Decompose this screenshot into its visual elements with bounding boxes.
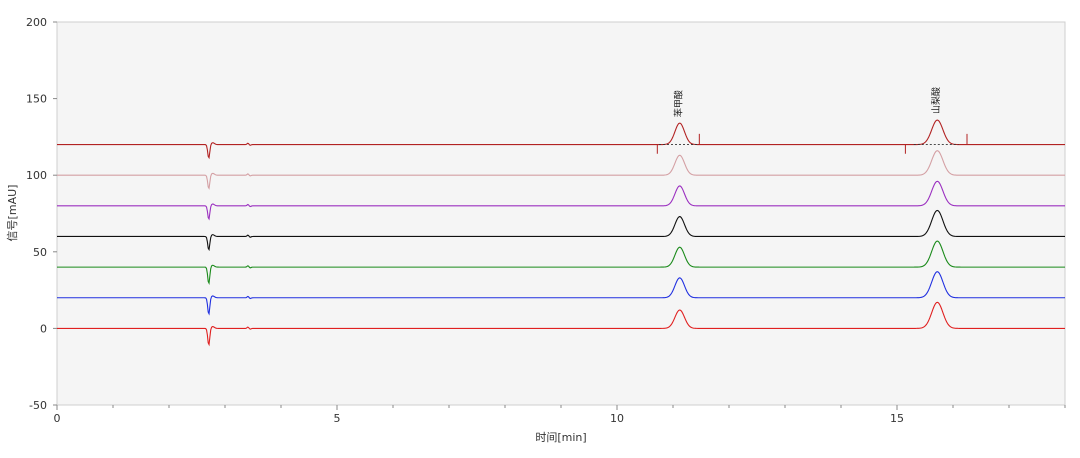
x-tick-label: 0	[54, 412, 61, 425]
x-tick-label: 5	[334, 412, 341, 425]
series-layer	[57, 119, 1065, 347]
peak-label: 苯甲酸	[673, 90, 685, 117]
plot-area	[56, 21, 1066, 406]
series-line	[57, 180, 1065, 221]
x-axis-title: 时间[min]	[535, 431, 586, 444]
y-axis: -50 0 50 100 150 200	[26, 16, 57, 412]
y-tick-label: 50	[33, 246, 47, 259]
peak-annotation-layer: 苯甲酸 山梨酸	[656, 87, 968, 154]
series-line	[57, 271, 1065, 316]
y-tick-label: -50	[29, 399, 47, 412]
x-axis: 0 5 10 15	[54, 405, 1066, 425]
peak-label: 山梨酸	[930, 87, 942, 114]
series-line	[57, 150, 1065, 190]
y-axis-title: 信号[mAU]	[6, 185, 19, 242]
y-tick-label: 200	[26, 16, 47, 29]
series-line	[57, 240, 1065, 286]
y-tick-label: 100	[26, 169, 47, 182]
x-tick-label: 10	[610, 412, 624, 425]
series-line	[57, 301, 1065, 347]
series-line	[57, 119, 1065, 160]
y-tick-label: 0	[40, 322, 47, 335]
series-line	[57, 209, 1065, 252]
x-tick-label: 15	[890, 412, 904, 425]
y-tick-label: 150	[26, 93, 47, 106]
